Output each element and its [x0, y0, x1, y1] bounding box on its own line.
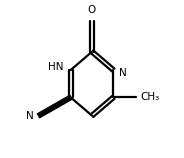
Text: N: N — [26, 111, 34, 121]
Text: CH₃: CH₃ — [141, 92, 160, 102]
Text: O: O — [88, 5, 96, 15]
Text: HN: HN — [48, 62, 63, 72]
Text: N: N — [119, 68, 127, 78]
